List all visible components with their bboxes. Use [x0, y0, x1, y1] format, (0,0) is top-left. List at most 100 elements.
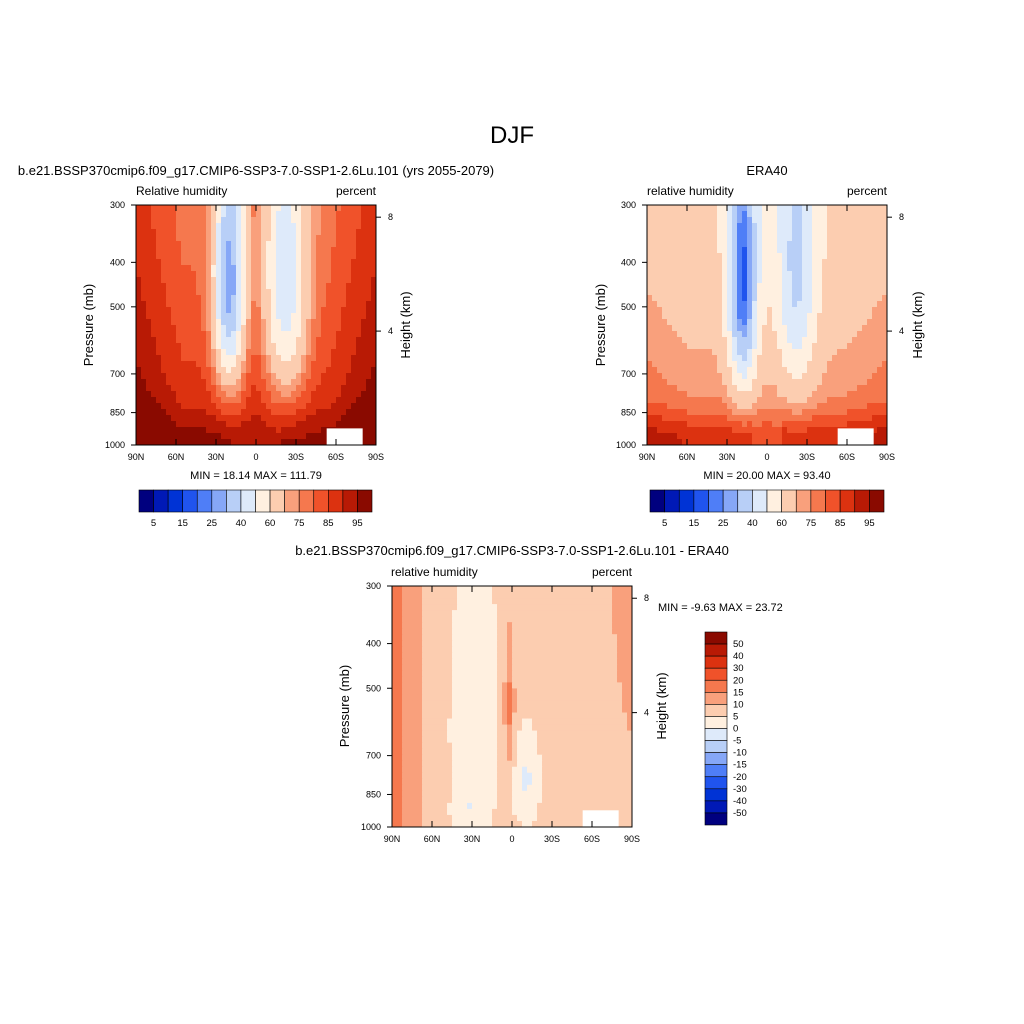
field-cell: [397, 658, 403, 665]
field-cell: [457, 598, 463, 605]
field-cell: [812, 217, 818, 224]
field-cell: [652, 427, 658, 434]
field-cell: [807, 379, 813, 386]
field-cell: [321, 241, 327, 248]
field-cell: [842, 241, 848, 248]
field-cell: [742, 391, 748, 398]
field-cell: [522, 664, 528, 671]
field-cell: [732, 313, 738, 320]
field-cell: [166, 331, 172, 338]
field-cell: [527, 592, 533, 599]
field-cell: [857, 349, 863, 356]
field-cell: [407, 694, 413, 702]
field-cell: [662, 229, 668, 236]
field-cell: [236, 331, 242, 338]
field-cell: [792, 235, 798, 242]
field-cell: [492, 670, 498, 677]
field-cell: [722, 211, 728, 218]
field-cell: [712, 349, 718, 356]
field-cell: [432, 604, 438, 611]
field-cell: [371, 295, 376, 302]
field-cell: [291, 373, 297, 380]
field-cell: [392, 676, 398, 684]
field-cell: [196, 295, 202, 302]
field-cell: [241, 247, 247, 254]
field-cell: [467, 658, 473, 665]
field-cell: [727, 379, 733, 386]
field-cell: [697, 355, 703, 362]
field-cell: [176, 433, 182, 440]
field-cell: [497, 640, 503, 647]
field-cell: [882, 427, 887, 434]
field-cell: [261, 211, 267, 218]
field-cell: [186, 397, 192, 404]
field-cell: [682, 313, 688, 320]
field-cell: [862, 385, 868, 392]
field-cell: [301, 307, 307, 314]
field-cell: [767, 271, 773, 278]
field-cell: [832, 205, 838, 212]
field-cell: [862, 229, 868, 236]
field-cell: [291, 211, 297, 218]
field-cell: [251, 325, 257, 332]
field-cell: [587, 682, 593, 690]
field-cell: [837, 385, 843, 392]
field-cell: [261, 325, 267, 332]
field-cell: [772, 289, 778, 296]
field-cell: [772, 427, 778, 434]
field-cell: [807, 325, 813, 332]
field-cell: [201, 223, 207, 230]
field-cell: [787, 397, 793, 404]
field-cell: [762, 265, 768, 272]
field-cell: [792, 289, 798, 296]
field-cell: [221, 337, 227, 344]
field-cell: [336, 385, 342, 392]
field-cell: [782, 355, 788, 362]
field-cell: [672, 403, 678, 410]
field-cell: [582, 610, 588, 617]
field-cell: [417, 592, 423, 599]
field-cell: [141, 385, 147, 392]
field-cell: [256, 253, 262, 260]
field-cell: [336, 259, 342, 266]
field-cell: [782, 223, 788, 230]
field-cell: [336, 289, 342, 296]
field-cell: [361, 277, 367, 284]
field-cell: [336, 361, 342, 368]
field-cell: [356, 217, 362, 224]
field-cell: [542, 670, 548, 677]
field-cell: [722, 319, 728, 326]
field-cell: [497, 670, 503, 677]
field-cell: [872, 427, 878, 434]
field-cell: [842, 229, 848, 236]
field-cell: [537, 700, 543, 708]
field-cell: [652, 421, 658, 428]
field-cell: [462, 652, 468, 659]
field-cell: [261, 301, 267, 308]
field-cell: [677, 247, 683, 254]
panel-era40-colorbar: 5 15 25 40 60 75 85 95: [649, 489, 885, 529]
field-cell: [747, 373, 753, 380]
colorbar-box: [737, 489, 753, 513]
field-cell: [176, 391, 182, 398]
field-cell: [166, 397, 172, 404]
field-cell: [732, 373, 738, 380]
field-cell: [191, 427, 197, 434]
field-cell: [757, 271, 763, 278]
field-cell: [311, 205, 317, 212]
field-cell: [882, 433, 887, 440]
field-cell: [136, 313, 142, 320]
field-cell: [577, 616, 583, 623]
field-cell: [397, 694, 403, 702]
field-cell: [602, 670, 608, 677]
field-cell: [792, 403, 798, 410]
field-cell: [827, 283, 833, 290]
field-cell: [216, 439, 222, 445]
field-cell: [857, 403, 863, 410]
field-cell: [782, 211, 788, 218]
field-cell: [752, 283, 758, 290]
field-cell: [151, 295, 157, 302]
field-cell: [266, 361, 272, 368]
field-cell: [837, 211, 843, 218]
field-cell: [331, 271, 337, 278]
